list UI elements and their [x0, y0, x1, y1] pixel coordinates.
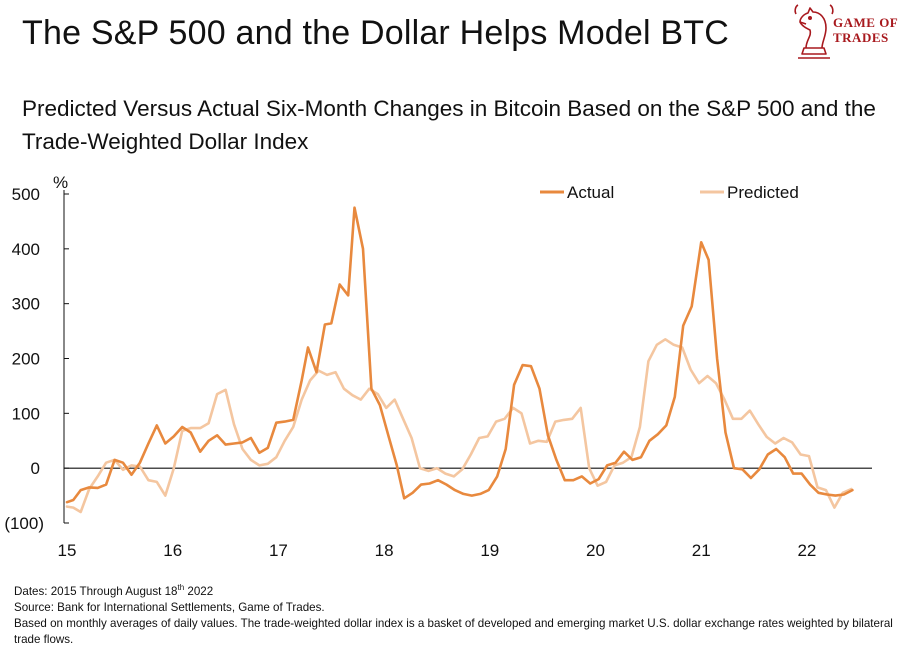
footnotes: Dates: 2015 Through August 18th 2022 Sou… — [14, 580, 894, 648]
brand-name: GAME OF TRADES — [833, 15, 898, 45]
method-note: Based on monthly averages of daily value… — [14, 616, 893, 646]
x-tick-label: 20 — [586, 541, 605, 560]
y-tick-label: 0 — [31, 459, 40, 478]
x-tick-label: 19 — [480, 541, 499, 560]
chart-subtitle: Predicted Versus Actual Six-Month Change… — [22, 96, 876, 154]
dates-note: Dates: 2015 Through August 18th 2022 — [14, 580, 894, 600]
brand-line-2: TRADES — [833, 30, 889, 45]
y-tick-label: 400 — [12, 240, 40, 259]
y-axis: % 500 400 300 200 100 0 (100) — [4, 173, 69, 533]
brand-logo — [792, 4, 902, 62]
y-tick-label: 500 — [12, 185, 40, 204]
y-tick-label: 100 — [12, 404, 40, 423]
brand-line-1: GAME OF — [833, 15, 899, 30]
legend-label: Actual — [567, 183, 614, 202]
x-tick-label: 17 — [269, 541, 288, 560]
series-line-predicted — [65, 338, 853, 514]
series-layer — [65, 206, 854, 514]
series-line-actual — [65, 206, 854, 504]
x-tick-label: 15 — [58, 541, 77, 560]
legend: Actual Predicted — [540, 183, 799, 202]
x-tick-label: 22 — [797, 541, 816, 560]
y-unit-label: % — [53, 173, 68, 192]
source-note: Source: Bank for International Settlemen… — [14, 600, 325, 614]
knight-chess-icon — [794, 4, 834, 59]
x-axis: 15 16 17 18 19 20 21 22 — [58, 467, 872, 560]
dates-note-year: 2022 — [184, 584, 214, 598]
dates-note-sup: th — [177, 583, 185, 592]
y-tick-label: 300 — [12, 295, 40, 314]
x-tick-label: 16 — [163, 541, 182, 560]
dates-note-text: Dates: 2015 Through August 18 — [14, 584, 178, 598]
page-title: The S&P 500 and the Dollar Helps Model B… — [22, 14, 730, 52]
y-tick-label: 200 — [12, 350, 40, 369]
x-tick-label: 18 — [375, 541, 394, 560]
y-tick-label: (100) — [4, 514, 44, 533]
x-tick-label: 21 — [692, 541, 711, 560]
legend-label: Predicted — [727, 183, 799, 202]
